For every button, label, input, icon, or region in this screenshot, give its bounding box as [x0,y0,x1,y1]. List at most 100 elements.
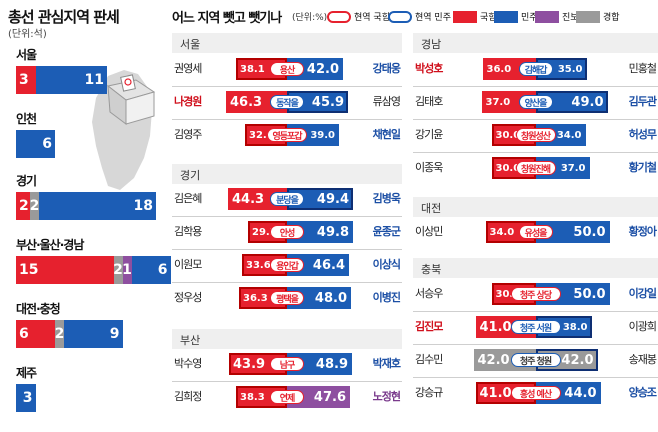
candidate-left-name: 김진모 [415,320,443,333]
left-vote-value: 37.0 [485,96,511,108]
seat-bar: 3 11 [16,66,107,94]
seat-segment-red: 3 [16,66,36,94]
race-bar: 44.3 49.4 분당을 [218,188,356,210]
district-label: 창원진해 [515,161,556,175]
main-header: 어느 지역 뺏고 뺏기나 (단위:%) 현역 국힘 현역 민주 국힘 민주 진보 경합 [172,6,658,26]
race-row: 박성호 민홍철 36.0 35.0 김해갑 [413,56,658,84]
seat-segment-red: 6 [16,320,55,348]
legend-item: 현역 민주 [388,10,451,23]
right-vote-bar: 49.8 [287,221,353,243]
right-vote-bar: 49.4 [287,188,353,210]
candidate-right-name: 허성무 [628,128,657,141]
district-label: 유성을 [518,225,553,239]
race-bar: 32.0 39.0 영등포갑 [218,124,356,146]
candidate-left-name: 권영세 [174,62,202,75]
race-row: 박수영 박재호 43.9 48.9 남구 [172,351,402,379]
right-vote-bar: 49.0 [535,91,608,113]
candidate-right-name: 윤종군 [372,225,401,238]
region-header-band: 부산 [172,329,402,349]
candidate-right-name: 민홍철 [628,62,657,75]
right-vote-value: 50.0 [573,286,606,302]
left-vote-value: 41.0 [479,319,512,335]
right-vote-value: 46.4 [312,257,345,273]
seat-bar: 2 2 18 [16,192,156,220]
seat-segment-blue: 3 [16,384,36,412]
race-bar: 34.0 50.0 유성을 [459,221,612,243]
district-label: 홍성 예산 [510,386,561,400]
candidate-left-name: 강승규 [415,386,443,399]
left-unit: (단위:석) [8,29,47,40]
main-unit: (단위:%) [292,13,328,23]
left-vote-value: 29.3 [252,226,277,238]
race-row: 김학용 윤종군 29.3 49.8 안성 [172,219,402,247]
race-bar: 30.0 34.0 창원성산 [459,124,612,146]
left-vote-value: 33.6 [246,259,271,271]
seat-segment-blue: 11 [35,66,107,94]
left-vote-value: 46.3 [230,94,263,110]
candidate-left-name: 이원모 [174,258,202,271]
region-title: 충북 [421,263,442,276]
race-row: 김태호 김두관 37.0 49.0 양산을 [413,89,658,117]
candidate-left-name: 박성호 [415,62,443,75]
right-vote-value: 48.0 [314,290,347,306]
right-vote-bar: 48.9 [287,353,352,375]
region-title: 부산 [180,334,201,347]
right-vote-bar: 46.4 [287,254,349,276]
right-vote-value: 49.0 [571,94,604,110]
legend-label: 국힘 [480,13,497,23]
seat-segment-red: 2 [16,192,30,220]
right-vote-value: 38.0 [562,321,588,333]
left-vote-value: 30.0 [495,162,521,174]
race-row: 권영세 강태웅 38.1 42.0 용산 [172,56,402,84]
district-label: 안성 [270,225,304,239]
row-divider [172,249,402,250]
left-vote-value: 36.0 [486,63,512,75]
right-vote-value: 37.0 [560,162,586,174]
candidate-right-name: 황정아 [628,225,657,238]
district-label: 용인갑 [270,258,304,272]
seat-segment-purple: 1 [122,256,132,284]
seat-bar: 15 2 1 6 [16,256,171,284]
right-vote-bar: 50.0 [535,221,610,243]
race-bar: 36.0 35.0 김해갑 [459,58,612,80]
candidate-right-name: 류삼영 [372,95,401,108]
candidate-left-name: 정우성 [174,291,202,304]
row-divider [413,377,658,378]
right-vote-value: 49.4 [316,191,349,207]
legend-item: 국힘 [453,10,497,23]
race-row: 김희정 노정현 38.3 47.6 연제 [172,384,402,412]
right-vote-value: 49.8 [316,224,349,240]
race-row: 정우성 이병진 36.3 48.0 평택을 [172,285,402,313]
ballot-map-illustration [92,70,156,190]
right-vote-bar: 47.6 [287,386,350,408]
left-vote-value: 41.0 [479,385,512,401]
left-vote-value: 42.0 [477,352,510,368]
race-bar: 30.0 50.0 청주 상당 [459,283,612,305]
region-header-band: 충북 [413,258,658,278]
left-vote-value: 38.1 [240,63,265,75]
candidate-left-name: 김은혜 [174,192,202,205]
region-label: 대전·충청 [16,302,61,316]
legend-oval-icon [327,10,351,23]
candidate-left-name: 박수영 [174,357,202,370]
legend-oval-icon [388,10,412,23]
candidate-left-name: 김희정 [174,390,202,403]
candidate-left-name: 이상민 [415,225,443,238]
row-divider [413,344,658,345]
candidate-right-name: 이광희 [628,320,657,333]
race-bar: 42.0 42.0 청주 청원 [459,349,612,371]
left-vote-value: 34.0 [489,226,515,238]
candidate-left-name: 강기윤 [415,128,443,141]
legend-label: 민주 [521,13,538,23]
row-divider [413,311,658,312]
district-label: 양산을 [518,95,553,109]
region-label: 인천 [16,112,37,126]
candidate-right-name: 이병진 [372,291,401,304]
district-label: 영등포갑 [267,128,307,142]
right-vote-value: 45.9 [311,94,344,110]
left-vote-value: 32.0 [249,129,274,141]
race-row: 이원모 이상식 33.6 46.4 용인갑 [172,252,402,280]
candidate-right-name: 이상식 [372,258,401,271]
row-divider [172,119,402,120]
